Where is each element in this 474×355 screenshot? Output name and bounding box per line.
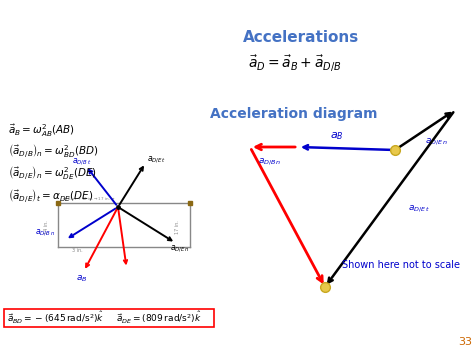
- Text: 17 in.: 17 in.: [175, 220, 180, 234]
- Text: $\left(\vec{a}_{D/E}\right)_t = \alpha_{DE}(DE)$: $\left(\vec{a}_{D/E}\right)_t = \alpha_{…: [8, 187, 93, 204]
- Text: $\mathit{a}_{D/E\,n}$: $\mathit{a}_{D/E\,n}$: [170, 243, 190, 254]
- Text: $\mathit{a}_{D/E\,t}$: $\mathit{a}_{D/E\,t}$: [408, 203, 430, 214]
- Text: 3 in.: 3 in.: [72, 248, 82, 253]
- Text: Acceleration diagram: Acceleration diagram: [210, 107, 377, 121]
- Text: $\vec{a}_B = \omega^2_{AB}(AB)$: $\vec{a}_B = \omega^2_{AB}(AB)$: [8, 122, 75, 139]
- Text: $\mathit{a}_{D/B\,n}$: $\mathit{a}_{D/B\,n}$: [36, 227, 55, 238]
- Text: $\vec{a}_{DE} = (809\,\mathrm{rad/s^2})\hat{k}$: $\vec{a}_{DE} = (809\,\mathrm{rad/s^2})\…: [116, 310, 202, 326]
- Text: $\mathit{a}_{D/B\,n}$: $\mathit{a}_{D/B\,n}$: [258, 156, 282, 167]
- Text: Shown here not to scale: Shown here not to scale: [342, 260, 460, 270]
- Text: Accelerations: Accelerations: [243, 30, 359, 45]
- Bar: [4, 309, 214, 327]
- Text: $\mathit{a}_{B}$: $\mathit{a}_{B}$: [76, 273, 87, 284]
- Text: $\mathit{a}_{D/E\,t}$: $\mathit{a}_{D/E\,t}$: [146, 154, 165, 165]
- Text: 14 in.: 14 in.: [44, 220, 49, 234]
- Text: $\leftarrow$8 in.$\rightarrow$12 in.$\rightarrow$17 in.$\rightarrow$: $\leftarrow$8 in.$\rightarrow$12 in.$\ri…: [62, 195, 116, 202]
- Text: $\left(\vec{a}_{D/E}\right)_n = \omega^2_{DE}(DE)$: $\left(\vec{a}_{D/E}\right)_n = \omega^2…: [8, 165, 97, 182]
- Text: $\vec{a}_{BD} = -(645\,\mathrm{rad/s^2})\hat{k}$: $\vec{a}_{BD} = -(645\,\mathrm{rad/s^2})…: [7, 310, 104, 326]
- Text: $\mathit{a}_B$: $\mathit{a}_B$: [330, 130, 344, 142]
- Text: $\left(\vec{a}_{D/B}\right)_n = \omega^2_{BD}(BD)$: $\left(\vec{a}_{D/B}\right)_n = \omega^2…: [8, 143, 99, 160]
- Text: $\vec{a}_D = \vec{a}_B + \vec{a}_{D/B}$: $\vec{a}_D = \vec{a}_B + \vec{a}_{D/B}$: [248, 53, 342, 73]
- Text: 33: 33: [458, 337, 472, 347]
- Text: $\mathit{a}_{D/B\,t}$: $\mathit{a}_{D/B\,t}$: [72, 156, 91, 167]
- Text: $\mathit{a}_{D/E\,n}$: $\mathit{a}_{D/E\,n}$: [425, 136, 448, 147]
